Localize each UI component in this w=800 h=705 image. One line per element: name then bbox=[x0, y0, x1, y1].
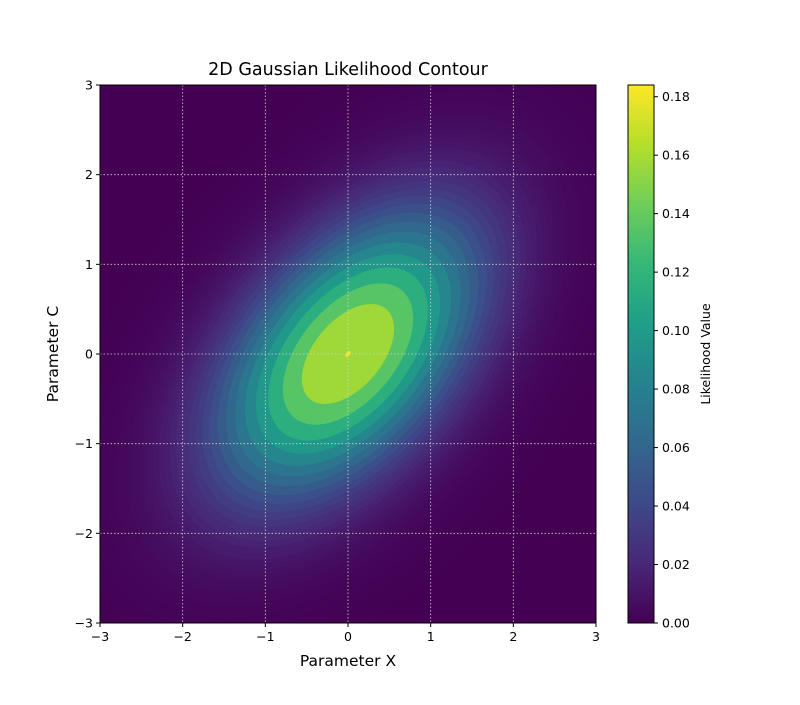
x-axis-label: Parameter X bbox=[300, 652, 397, 670]
colorbar-tick-label: 0.00 bbox=[662, 616, 690, 631]
x-tick-label: 2 bbox=[509, 629, 517, 644]
plot-area bbox=[99, 84, 597, 624]
x-tick-label: 1 bbox=[427, 629, 435, 644]
x-tick-label: −2 bbox=[173, 629, 191, 644]
x-tick-label: −3 bbox=[91, 629, 109, 644]
y-axis-ticks: −3 −2 −1 0 1 2 3 bbox=[75, 78, 100, 631]
colorbar-gradient bbox=[628, 85, 654, 623]
x-tick-label: 0 bbox=[344, 629, 352, 644]
y-axis-label: Parameter C bbox=[44, 306, 62, 402]
x-axis-ticks: −3 −2 −1 0 1 2 3 bbox=[91, 623, 600, 644]
colorbar-frame bbox=[627, 84, 655, 624]
colorbar-tick-label: 0.10 bbox=[662, 323, 690, 338]
colorbar-ticks: 0.00 0.02 0.04 0.06 0.08 0.10 0.12 0.14 0.16 0.18 bbox=[654, 89, 690, 631]
colorbar-label: Likelihood Value bbox=[698, 303, 713, 405]
contour-level-50 bbox=[345, 351, 351, 357]
x-tick-label: 3 bbox=[592, 629, 600, 644]
colorbar-tick-label: 0.04 bbox=[662, 499, 690, 514]
x-tick-label: −1 bbox=[256, 629, 274, 644]
colorbar-tick-label: 0.18 bbox=[662, 89, 690, 104]
colorbar-tick-label: 0.08 bbox=[662, 382, 690, 397]
colorbar-tick-label: 0.14 bbox=[662, 206, 690, 221]
chart-title: 2D Gaussian Likelihood Contour bbox=[208, 60, 488, 80]
y-tick-label: 1 bbox=[85, 257, 93, 272]
colorbar-tick-label: 0.02 bbox=[662, 557, 690, 572]
grid-lines bbox=[100, 85, 596, 623]
colorbar-tick-label: 0.06 bbox=[662, 440, 690, 455]
y-tick-label: −1 bbox=[75, 436, 93, 451]
y-tick-label: −2 bbox=[75, 526, 93, 541]
colorbar-tick-label: 0.12 bbox=[662, 265, 690, 280]
y-tick-label: 3 bbox=[85, 78, 93, 93]
y-tick-label: 2 bbox=[85, 167, 93, 182]
colorbar: 0.00 0.02 0.04 0.06 0.08 0.10 0.12 0.14 0.16 0.18 bbox=[627, 84, 690, 631]
contour-fills bbox=[100, 85, 596, 623]
y-tick-label: −3 bbox=[75, 616, 93, 631]
colorbar-tick-label: 0.16 bbox=[662, 148, 690, 163]
y-tick-label: 0 bbox=[85, 347, 93, 362]
